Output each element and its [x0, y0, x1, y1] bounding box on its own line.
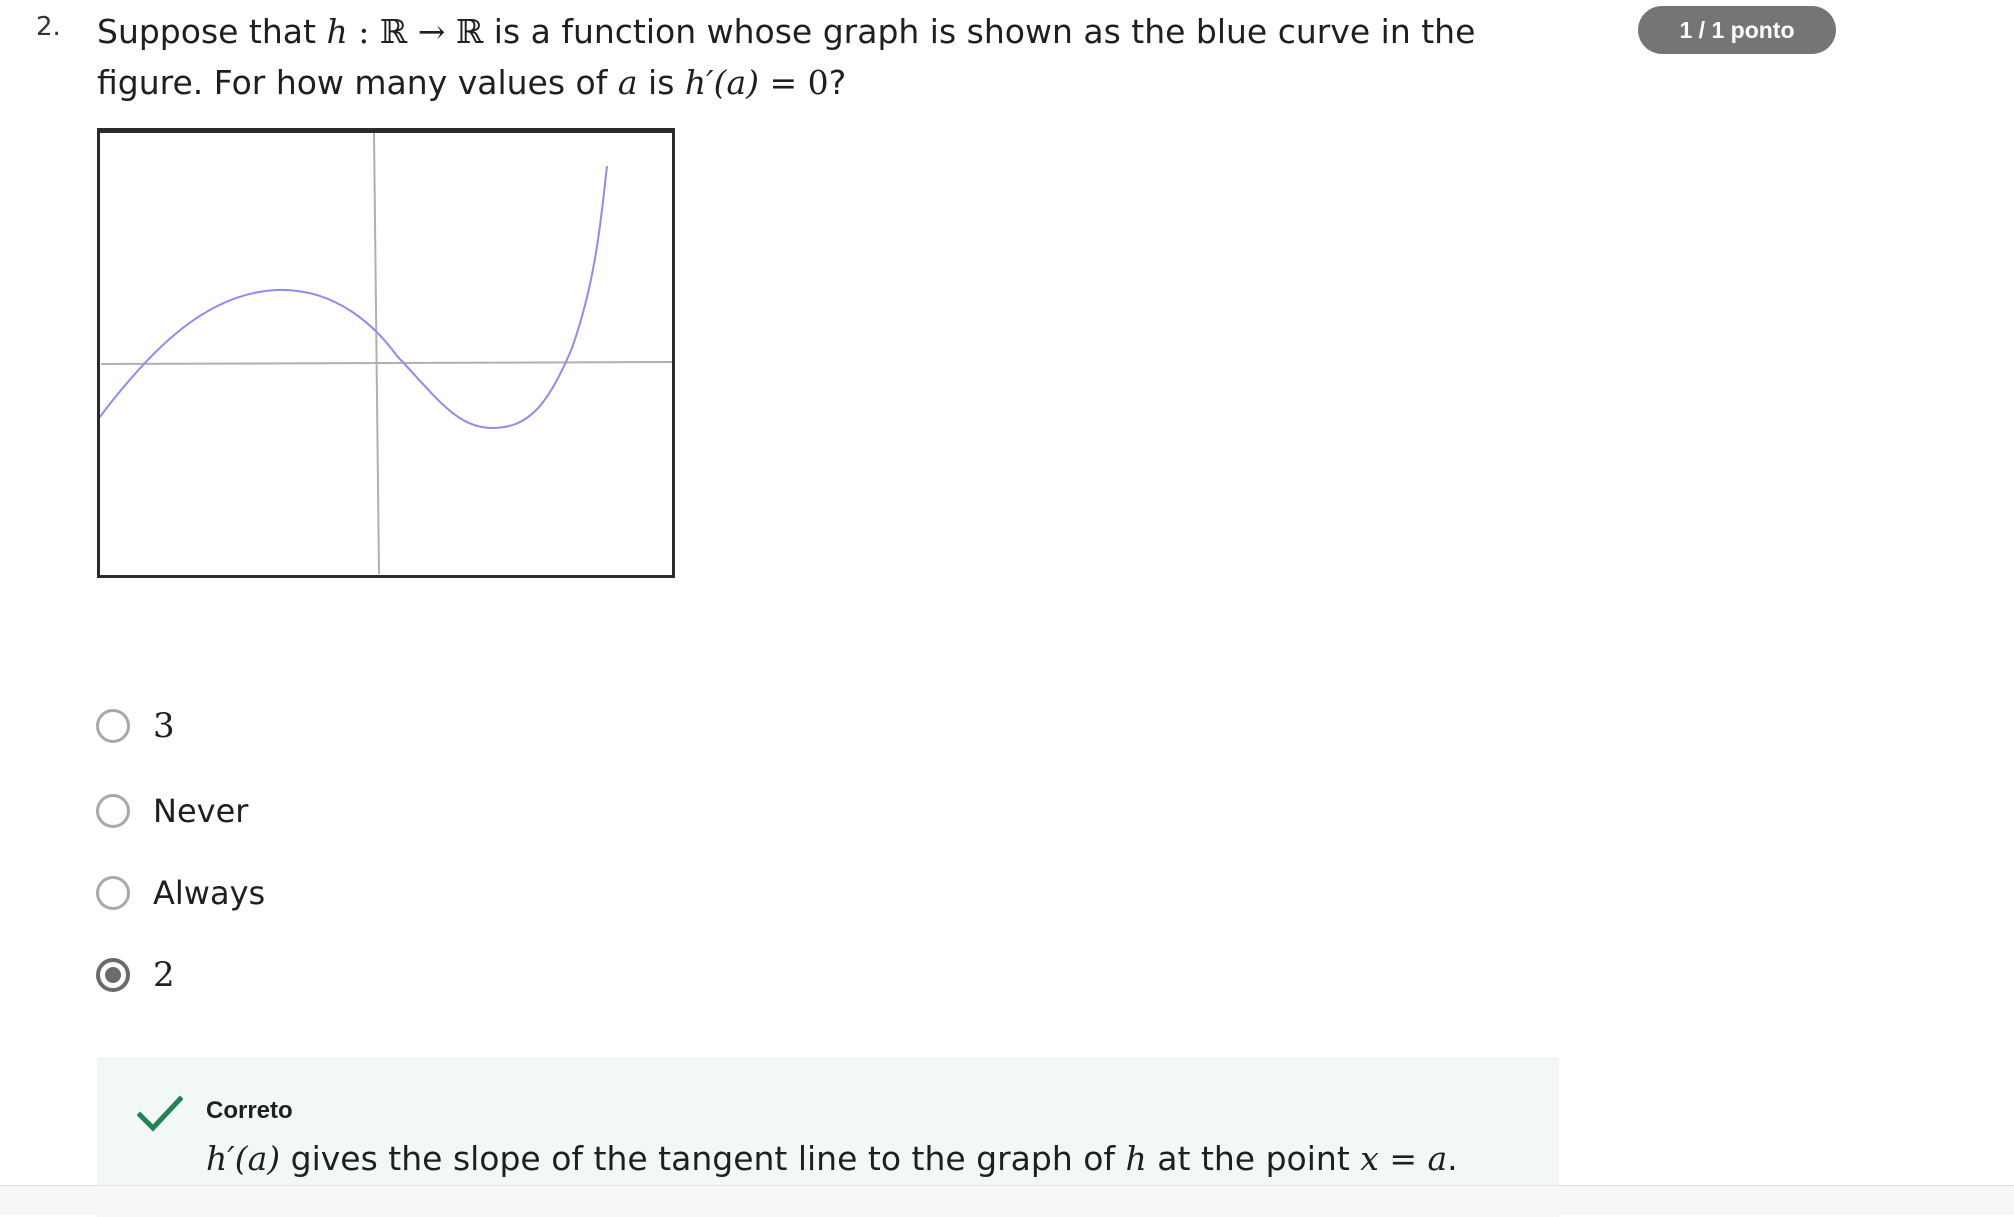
check-icon [137, 1095, 183, 1132]
question-text-part3: is [637, 63, 685, 102]
math-equals-zero: = 0 [759, 63, 829, 102]
radio-button[interactable] [96, 709, 130, 743]
question-text-part1: Suppose that [97, 12, 327, 51]
x-axis [100, 361, 673, 365]
option-always[interactable]: Always [96, 870, 265, 916]
explanation-math-derivative: h′(a) [206, 1139, 281, 1178]
explanation-end: . [1447, 1139, 1458, 1178]
option-label: 2 [153, 955, 175, 995]
option-label: Never [153, 792, 249, 830]
bottom-bar [0, 1185, 2014, 1215]
radio-button[interactable] [96, 876, 130, 910]
option-label: 3 [153, 706, 175, 746]
score-badge: 1 / 1 ponto [1638, 6, 1836, 54]
question-text-end: ? [828, 63, 847, 102]
radio-button[interactable] [96, 794, 130, 828]
math-derivative: h′(a) [684, 63, 760, 102]
option-never[interactable]: Never [96, 788, 248, 834]
radio-button[interactable] [96, 958, 130, 992]
option-3[interactable]: 3 [96, 703, 175, 749]
function-graph-figure [97, 128, 675, 578]
feedback-status: Correto [206, 1097, 293, 1124]
blue-curve [98, 165, 608, 430]
explanation-math-h: h [1125, 1139, 1147, 1178]
math-h: h [326, 12, 348, 51]
feedback-explanation: h′(a) gives the slope of the tangent lin… [206, 1139, 1458, 1178]
explanation-text2: at the point [1146, 1139, 1361, 1178]
question-number: 2. [36, 12, 61, 42]
math-a: a [617, 63, 638, 102]
y-axis [373, 131, 380, 575]
option-2[interactable]: 2 [96, 952, 175, 998]
explanation-math-x-equals-a: x = a [1360, 1139, 1448, 1178]
explanation-text1: gives the slope of the tangent line to t… [280, 1139, 1126, 1178]
question-text-part2: is a function whose graph is shown as th… [97, 12, 1476, 102]
graph-background [98, 129, 674, 577]
question-text: Suppose that h : ℝ → ℝ is a function who… [97, 6, 1547, 108]
math-map: : ℝ → ℝ [347, 12, 494, 51]
option-label: Always [153, 874, 266, 912]
